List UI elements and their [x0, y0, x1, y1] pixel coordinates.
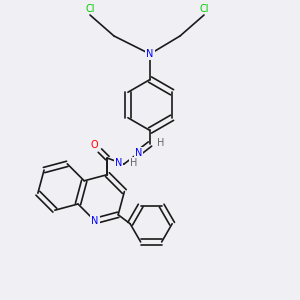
Text: Cl: Cl	[85, 4, 95, 14]
Text: N: N	[146, 49, 154, 59]
Text: H: H	[130, 158, 137, 168]
Text: N: N	[115, 158, 122, 168]
Text: Cl: Cl	[199, 4, 209, 14]
Text: O: O	[91, 140, 98, 150]
Text: N: N	[91, 216, 99, 226]
Text: N: N	[135, 148, 142, 158]
Text: H: H	[158, 137, 165, 148]
